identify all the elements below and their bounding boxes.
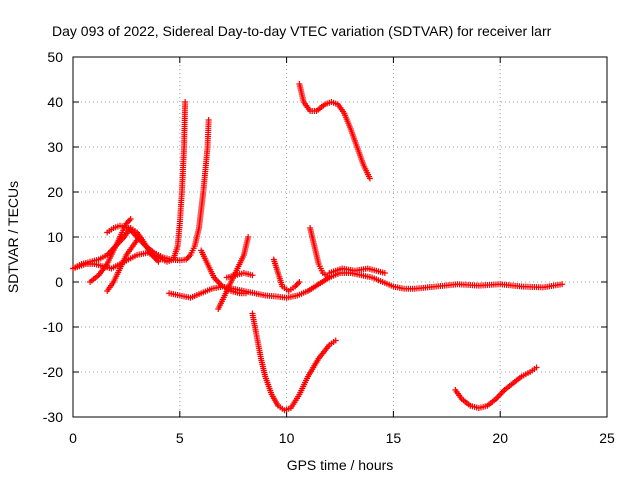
x-axis-label: GPS time / hours xyxy=(287,457,394,473)
x-tick-label: 15 xyxy=(386,430,402,446)
series-13 xyxy=(307,225,333,281)
x-tick-label: 0 xyxy=(69,430,77,446)
series-10 xyxy=(249,310,339,414)
series-14 xyxy=(326,265,388,276)
x-tick-label: 10 xyxy=(279,430,295,446)
x-tick-label: 5 xyxy=(176,430,184,446)
y-tick-label: 40 xyxy=(47,94,63,110)
y-tick-label: -10 xyxy=(43,319,63,335)
x-tick-label: 25 xyxy=(599,430,615,446)
series-8 xyxy=(215,234,252,312)
data-points xyxy=(70,81,566,414)
data-point xyxy=(559,281,566,288)
series-15 xyxy=(452,364,540,411)
data-point xyxy=(366,175,373,182)
data-point xyxy=(127,216,134,222)
y-axis-label: SDTVAR / TECUs xyxy=(5,181,21,293)
data-point xyxy=(381,270,388,276)
data-point xyxy=(155,258,162,265)
series-5 xyxy=(104,234,143,294)
data-point xyxy=(243,290,250,297)
y-tick-label: 0 xyxy=(55,274,63,290)
y-tick-label: 50 xyxy=(47,49,63,65)
y-tick-label: -30 xyxy=(43,409,63,425)
x-tick-label: 20 xyxy=(492,430,508,446)
y-tick-label: 30 xyxy=(47,139,63,155)
y-tick-label: 20 xyxy=(47,184,63,200)
series-4 xyxy=(104,117,212,264)
data-point xyxy=(332,337,339,344)
series-9 xyxy=(223,270,256,281)
data-point xyxy=(533,364,540,371)
y-tick-label: -20 xyxy=(43,364,63,380)
data-point xyxy=(205,117,212,123)
data-point xyxy=(296,279,303,285)
series-11 xyxy=(270,256,303,294)
grid xyxy=(73,57,607,417)
series-12 xyxy=(296,81,373,182)
data-point xyxy=(249,272,256,279)
data-point xyxy=(136,234,143,240)
chart-title: Day 093 of 2022, Sidereal Day-to-day VTE… xyxy=(52,23,552,39)
ticks: 0 5 10 15 20 25 -30 -20 -10 0 10 20 30 40 50 xyxy=(43,49,615,446)
y-tick-label: 10 xyxy=(47,229,63,245)
data-point xyxy=(182,99,189,105)
data-point xyxy=(245,234,252,240)
